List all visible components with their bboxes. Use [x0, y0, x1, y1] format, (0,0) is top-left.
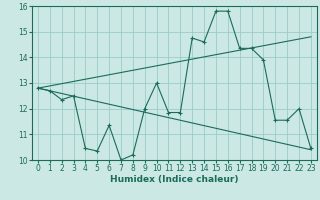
X-axis label: Humidex (Indice chaleur): Humidex (Indice chaleur): [110, 175, 239, 184]
